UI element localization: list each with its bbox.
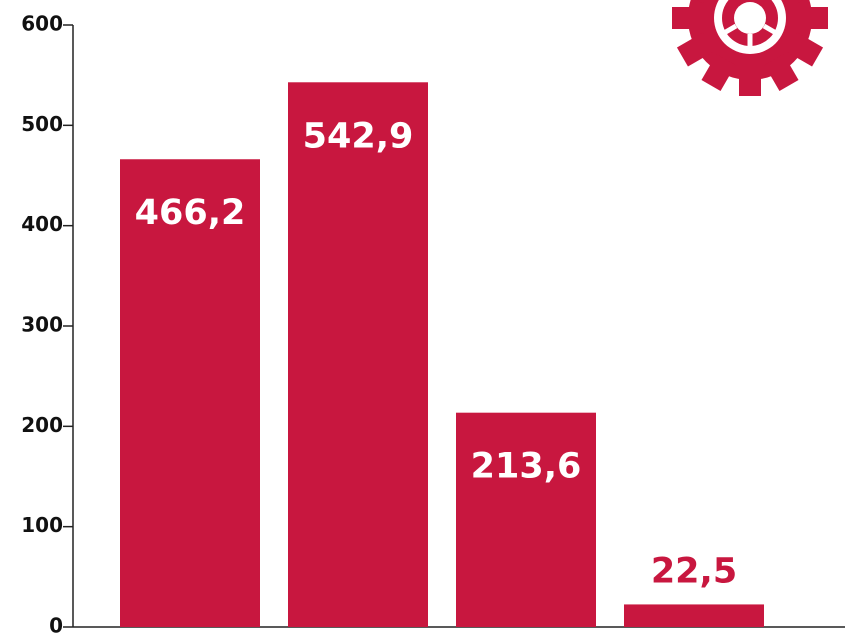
y-tick-label: 300 [21,313,63,337]
y-tick-label: 600 [21,12,63,36]
y-tick-label: 500 [21,112,63,136]
bar [120,159,260,627]
value-label: 213,6 [471,447,582,487]
bar [456,412,596,627]
y-tick-label: 0 [49,614,63,634]
y-tick-label: 100 [21,513,63,537]
y-tick-label: 200 [21,413,63,437]
value-label: 466,2 [135,193,246,233]
value-label: 542,9 [303,116,414,156]
gear-icon [672,0,828,96]
y-tick-label: 400 [21,212,63,236]
bar [288,82,428,627]
bar [624,604,764,627]
value-label: 22,5 [651,551,737,591]
